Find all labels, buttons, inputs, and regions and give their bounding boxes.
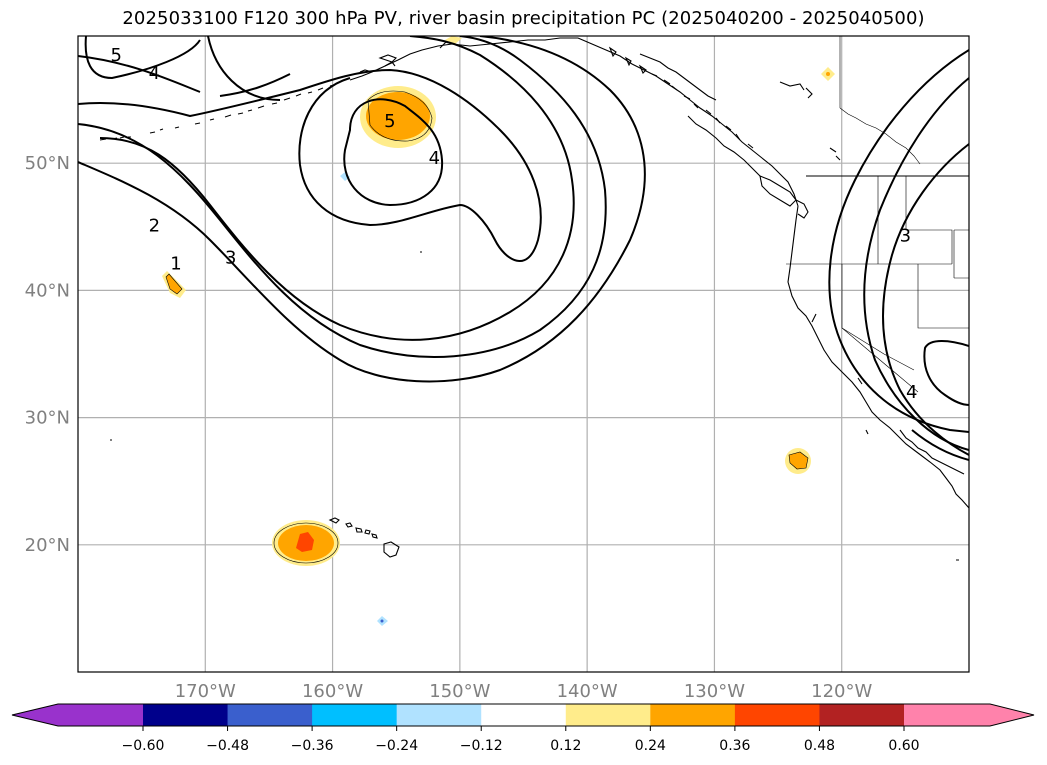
colorbar: −0.60 −0.48 −0.36 −0.24 −0.12 0.12 0.24 0.36 0.4… xyxy=(11,703,1035,754)
lon-label: 130°W xyxy=(684,681,745,702)
colorbar-tick-label: −0.36 xyxy=(291,738,334,754)
map-background xyxy=(78,36,969,672)
pv-contour-east-1 xyxy=(828,49,969,433)
colorbar-box xyxy=(227,704,313,726)
colorbar-box xyxy=(58,704,143,726)
pv-contour-4 xyxy=(78,68,542,262)
lat-label: 40°N xyxy=(25,280,70,301)
lat-label: 20°N xyxy=(25,535,70,556)
colorbar-tick-label: −0.24 xyxy=(375,738,418,754)
pv-contour-4b xyxy=(78,55,291,97)
contour-label: 4 xyxy=(906,382,917,403)
colorbar-box xyxy=(565,704,651,726)
lon-label: 150°W xyxy=(429,681,490,702)
political-boundaries xyxy=(786,36,969,393)
colorbar-extend-min xyxy=(12,704,58,726)
latitude-labels: 20°N 30°N 40°N 50°N xyxy=(25,153,70,556)
contour-label: 3 xyxy=(225,247,236,268)
colorbar-tick-label: 0.36 xyxy=(719,738,750,754)
colorbar-tick-label: 0.24 xyxy=(635,738,666,754)
colorbar-box xyxy=(734,704,820,726)
map-title: 2025033100 F120 300 hPa PV, river basin … xyxy=(122,8,925,29)
gridlines xyxy=(78,36,969,672)
pv-contour-5b xyxy=(84,36,201,80)
pv-contour-2 xyxy=(78,36,607,358)
contour-label: 4 xyxy=(149,63,160,84)
pv-contour-5 xyxy=(343,98,444,207)
colorbar-tick-label: 0.48 xyxy=(804,738,835,754)
colorbar-tick-label: −0.12 xyxy=(460,738,503,754)
colorbar-outline xyxy=(11,703,1035,727)
colorbar-tick-label: 0.12 xyxy=(550,738,581,754)
colorbar-box xyxy=(481,704,567,726)
lat-label: 50°N xyxy=(25,153,70,174)
contour-label: 5 xyxy=(384,111,395,132)
longitude-labels: 170°W 160°W 150°W 140°W 130°W 120°W xyxy=(175,681,873,702)
contour-label: 4 xyxy=(429,148,440,169)
lon-label: 160°W xyxy=(302,681,363,702)
pv-contour-1 xyxy=(78,36,646,383)
pv-contour-east-4 xyxy=(923,340,969,406)
lon-label: 120°W xyxy=(811,681,872,702)
colorbar-box xyxy=(819,704,905,726)
precip-blob-hawaii-peak xyxy=(296,532,314,552)
map-frame xyxy=(77,35,970,673)
contour-labels: 12 3 4 4 5 5 3 4 xyxy=(110,45,917,403)
contour-label: 1 xyxy=(170,254,181,275)
contour-label: 3 xyxy=(900,226,911,247)
pv-contour-east-2 xyxy=(863,77,969,451)
colorbar-tick-label: −0.60 xyxy=(122,738,165,754)
colorbar-box xyxy=(904,704,990,726)
lon-label: 140°W xyxy=(557,681,618,702)
colorbar-box xyxy=(143,704,229,726)
colorbar-tick-label: 0.60 xyxy=(888,738,919,754)
colorbar-extend-max xyxy=(990,704,1034,726)
precip-blob-gulf-alaska-core xyxy=(366,92,430,140)
pv-contour-east-3 xyxy=(881,143,969,456)
lat-label: 30°N xyxy=(25,408,70,429)
pv-contours xyxy=(78,36,969,461)
pv-contour-3 xyxy=(99,36,575,341)
contour-label: 5 xyxy=(110,45,121,66)
contour-label: 2 xyxy=(149,216,160,237)
precipitation-shading xyxy=(162,36,835,626)
lon-label: 170°W xyxy=(175,681,236,702)
colorbar-box xyxy=(396,704,482,726)
coastlines xyxy=(99,37,969,561)
colorbar-box xyxy=(650,704,736,726)
colorbar-box xyxy=(312,704,398,726)
colorbar-tick-label: −0.48 xyxy=(206,738,249,754)
